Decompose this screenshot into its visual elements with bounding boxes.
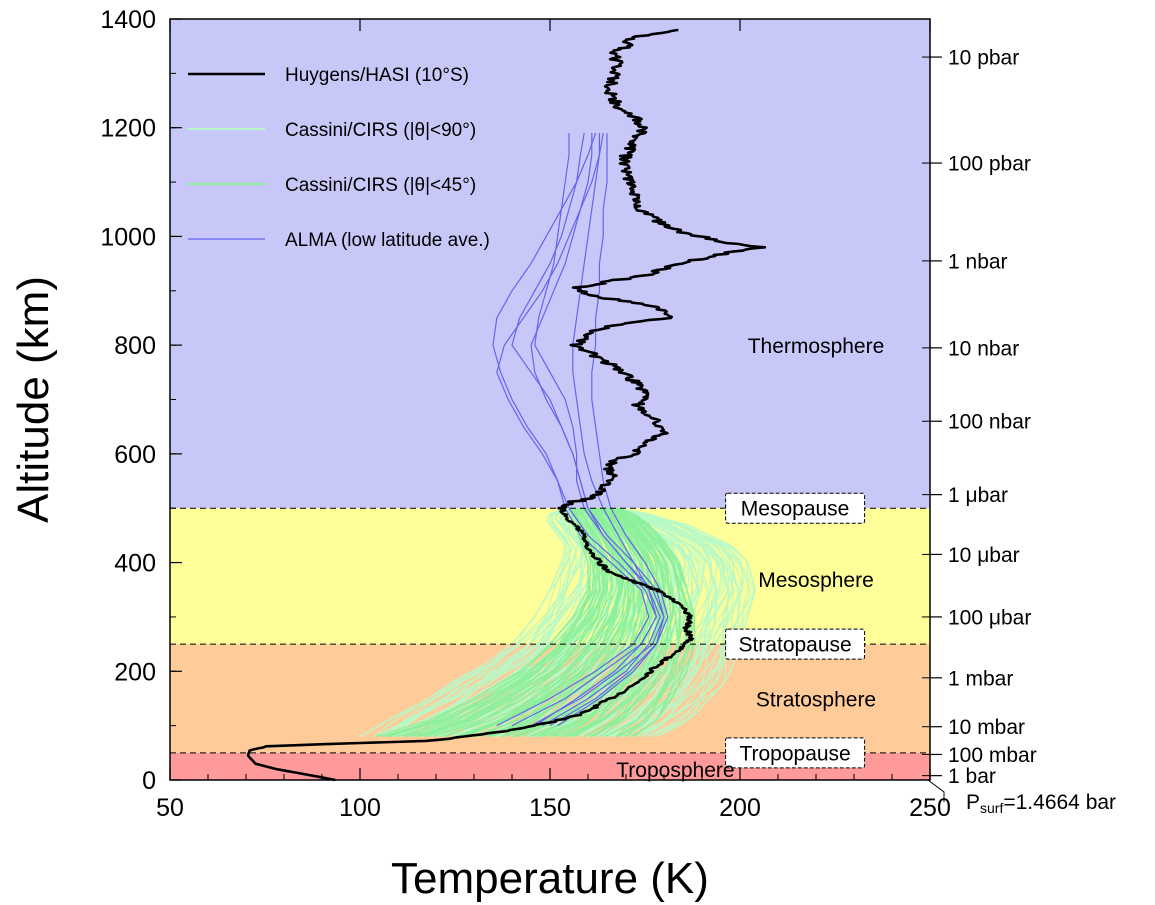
surface-pressure-text: Psurf=1.4664 bar: [966, 791, 1116, 816]
cirs-90-line: [566, 507, 699, 738]
y-axis: 0 200 400 600 800 1000 1200 1400: [100, 6, 182, 795]
pressure-tick-label: 1 μbar: [948, 484, 1008, 507]
x-axis-label: Temperature (K): [391, 854, 709, 903]
pressure-tick-label: 10 pbar: [948, 47, 1019, 70]
pressure-tick-label: 1 bar: [948, 765, 996, 788]
boundary-label-box: [725, 737, 866, 769]
legend-label: ALMA (low latitude ave.): [285, 230, 490, 251]
pressure-tick-label: 10 nbar: [948, 337, 1019, 360]
surface-pressure-label: Psurf=1.4664 bar: [927, 779, 1116, 816]
alma-line: [530, 133, 658, 727]
boundary-label: Stratopause: [738, 634, 851, 657]
region-boundaries: Mesopause Stratopause Tropopause: [170, 492, 930, 769]
huygens-profile: [246, 28, 767, 782]
alma-line: [542, 133, 661, 727]
pressure-tick-label: 100 pbar: [948, 153, 1031, 176]
cirs-90-line: [609, 507, 718, 738]
y-tick-label: 400: [114, 550, 156, 578]
hasi-line: [246, 28, 767, 782]
cirs-45-line: [485, 507, 634, 738]
pressure-axis: 10 pbar 100 pbar 1 nbar 10 nbar 100 nbar 1 μb…: [922, 47, 1037, 788]
y-tick-label: 1200: [100, 115, 156, 143]
cirs-45-line: [574, 507, 669, 738]
cirs-45-line: [417, 507, 604, 738]
alma-line: [492, 132, 650, 727]
y-tick-label: 200: [114, 658, 156, 686]
cirs-90-line: [618, 507, 756, 738]
alma-profiles: [492, 132, 669, 727]
pressure-tick-label: 10 mbar: [948, 716, 1025, 739]
boundary-label-box: [725, 492, 866, 524]
cirs-45-line: [477, 507, 627, 738]
region-labels: Thermosphere Mesosphere Stratosphere Tropos…: [616, 335, 884, 782]
y-tick-label: 0: [142, 767, 156, 795]
region-label: Mesosphere: [758, 569, 874, 592]
y-axis-label: Altitude (km): [9, 276, 58, 523]
cirs-90-line: [610, 507, 734, 738]
legend-label: Huygens/HASI (10°S): [285, 65, 469, 86]
alma-line: [534, 133, 665, 727]
pressure-tick-label: 100 nbar: [948, 411, 1031, 434]
legend-label: Cassini/CIRS (|θ|<45°): [285, 175, 476, 196]
cirs-45-line: [396, 508, 601, 738]
cirs-90-line: [616, 507, 740, 738]
pressure-tick-label: 100 μbar: [948, 606, 1031, 629]
cirs-45-line: [462, 507, 624, 738]
pressure-tick-label: 1 nbar: [948, 250, 1008, 273]
cirs-45-line: [566, 507, 665, 738]
cirs-45-line: [618, 507, 696, 738]
cirs-90-line: [391, 507, 579, 738]
cirs-90-line: [614, 507, 752, 738]
y-tick-label: 800: [114, 332, 156, 360]
cirs-45-line: [604, 507, 681, 738]
x-tick-label: 250: [909, 794, 951, 822]
pressure-tick-label: 100 mbar: [948, 744, 1037, 767]
cirs-45-line: [488, 507, 631, 738]
region-label: Stratosphere: [756, 688, 876, 711]
cirs-45-line: [433, 507, 614, 738]
cirs-90-line: [380, 507, 569, 738]
legend: Huygens/HASI (10°S) Cassini/CIRS (|θ|<90°…: [188, 65, 490, 251]
x-tick-label: 200: [719, 794, 761, 822]
boundary-label: Mesopause: [741, 498, 850, 521]
cirs-45-line: [593, 507, 677, 738]
pressure-tick-label: 10 μbar: [948, 544, 1020, 567]
alma-line: [557, 133, 669, 727]
boundary-label: Tropopause: [739, 742, 850, 765]
legend-label: Cassini/CIRS (|θ|<90°): [285, 120, 476, 141]
x-axis: 50 100 150 200 250: [156, 19, 951, 822]
y-tick-label: 600: [114, 441, 156, 469]
y-tick-label: 1400: [100, 6, 156, 34]
cirs-90-line: [396, 507, 583, 738]
x-tick-label: 150: [529, 794, 571, 822]
region-label: Thermosphere: [748, 335, 885, 358]
cirs-90-line: [373, 507, 574, 738]
x-tick-label: 50: [156, 794, 184, 822]
cirs-45-line: [502, 507, 635, 738]
cirs-45-line: [583, 507, 672, 738]
x-tick-label: 100: [339, 794, 381, 822]
y-tick-label: 1000: [100, 223, 156, 251]
boundary-label-box: [725, 628, 866, 660]
pressure-tick-label: 1 mbar: [948, 667, 1013, 690]
region-label: Troposphere: [616, 759, 734, 782]
surface-leader-line: [927, 779, 945, 802]
